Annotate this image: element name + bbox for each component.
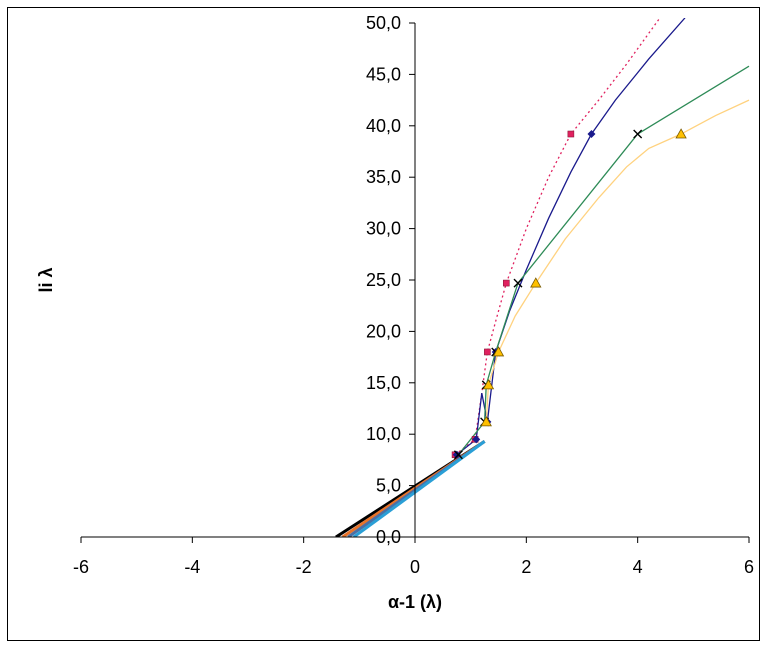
series-curves (454, 18, 750, 456)
x-tick-label: 4 (633, 557, 643, 577)
series-2-point (587, 130, 596, 139)
x-tick-label: -6 (73, 557, 89, 577)
series-3-point (513, 278, 523, 288)
series-3-point (633, 129, 643, 139)
series-1-point (502, 279, 510, 287)
series-4-point (530, 277, 542, 288)
series-2-point (472, 435, 481, 444)
y-tick-label: 50,0 (366, 13, 401, 33)
y-tick-label: 0,0 (376, 527, 401, 547)
series-3-line (457, 65, 750, 456)
x-tick-labels: -6 -4 -2 0 2 4 6 (73, 557, 754, 577)
x-tick-label: 2 (521, 557, 531, 577)
series-2-line (456, 18, 686, 456)
y-tick-label: 35,0 (366, 167, 401, 187)
series-4-point (492, 346, 505, 357)
x-axis-title: α-1 (λ) (388, 592, 442, 612)
y-tick-label: 25,0 (366, 270, 401, 290)
y-tick-label: 40,0 (366, 116, 401, 136)
y-tick-label: 5,0 (376, 476, 401, 496)
chart-frame (7, 7, 760, 641)
x-tick-label: 6 (744, 557, 754, 577)
y-tick-label: 20,0 (366, 321, 401, 341)
axes (80, 22, 750, 543)
series-4-line (485, 99, 750, 422)
x-tick-label: 0 (410, 557, 420, 577)
fit-lines (335, 440, 486, 537)
x-tick-label: -4 (184, 557, 200, 577)
series-markers (451, 128, 687, 460)
series-4-point (480, 416, 492, 427)
series-1-point (567, 130, 575, 138)
y-axis-title: li λ (36, 267, 56, 292)
series-4-point (482, 379, 495, 390)
series-4-point (675, 128, 687, 139)
series-3-point (453, 450, 463, 460)
y-tick-label: 15,0 (366, 373, 401, 393)
series-1-point (484, 348, 491, 356)
y-tick-labels: 0,0 5,0 10,0 15,0 20,0 25,0 30,0 35,0 40,0 45,0 50… (366, 13, 401, 547)
y-tick-label: 45,0 (366, 64, 401, 84)
y-tick-label: 30,0 (366, 219, 401, 239)
series-2-point (452, 450, 461, 459)
y-tick-label: 10,0 (366, 424, 401, 444)
fit-line-4 (352, 440, 486, 537)
x-tick-label: -2 (296, 557, 312, 577)
